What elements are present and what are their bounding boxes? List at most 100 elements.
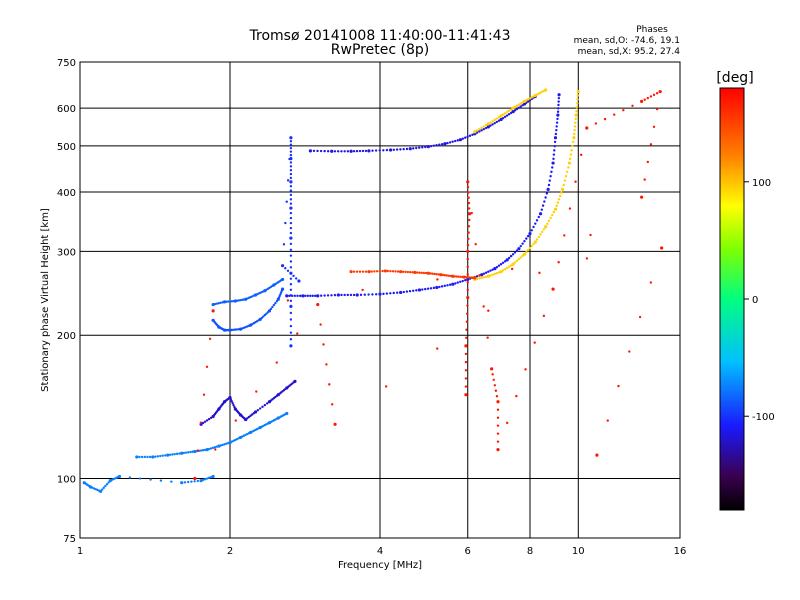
data-point (325, 363, 327, 365)
data-point (290, 194, 292, 196)
data-point (466, 296, 469, 299)
data-point (292, 275, 294, 277)
data-point (446, 142, 448, 144)
data-point (285, 294, 288, 297)
data-point (570, 153, 572, 155)
data-point (480, 129, 482, 131)
data-point (550, 171, 552, 173)
data-point (365, 270, 367, 272)
x-tick-label: 1 (77, 546, 83, 557)
data-point (465, 385, 467, 387)
data-point (257, 409, 259, 411)
x-tick-label: 2 (227, 546, 233, 557)
data-point (564, 179, 566, 181)
data-point (343, 294, 345, 296)
data-point (566, 171, 568, 173)
data-point (290, 232, 292, 234)
data-point (385, 385, 387, 387)
data-point (360, 294, 362, 296)
data-point (202, 422, 204, 424)
data-point (557, 93, 560, 96)
data-point (549, 179, 551, 181)
data-point (381, 270, 383, 272)
colorbar (720, 88, 744, 510)
data-point (197, 480, 199, 482)
data-point (497, 440, 499, 442)
data-point (556, 114, 559, 117)
data-point (323, 294, 325, 296)
x-tick-label: 16 (674, 546, 687, 557)
data-point (543, 315, 545, 317)
data-point (478, 128, 480, 130)
data-point (106, 483, 108, 485)
data-point (613, 113, 615, 115)
data-point (212, 309, 215, 312)
data-point (506, 422, 508, 424)
data-point (546, 223, 548, 225)
data-point (389, 292, 391, 294)
data-point (154, 455, 156, 457)
data-point (514, 251, 516, 253)
data-point (288, 158, 290, 160)
data-point (415, 147, 417, 149)
data-point (555, 129, 557, 131)
data-point (464, 393, 467, 396)
data-point (510, 255, 512, 257)
data-point (270, 308, 272, 310)
data-point (572, 136, 575, 139)
data-point (467, 186, 469, 188)
data-point (454, 140, 456, 142)
data-point (525, 251, 527, 253)
data-point (574, 125, 576, 127)
data-point (557, 107, 559, 109)
data-point (518, 258, 520, 260)
data-point (281, 288, 284, 291)
data-point (379, 149, 381, 151)
data-point (271, 306, 273, 308)
data-point (316, 294, 319, 297)
data-point (370, 270, 372, 272)
data-point (393, 149, 395, 151)
data-point (531, 245, 533, 247)
data-point (511, 268, 513, 270)
data-point (586, 257, 588, 259)
data-point (466, 250, 469, 253)
data-point (294, 295, 296, 297)
data-point (628, 350, 630, 352)
data-point (290, 260, 292, 262)
data-point (293, 380, 296, 383)
data-point (378, 293, 381, 296)
data-point (496, 272, 498, 274)
data-point (334, 150, 336, 152)
data-point (361, 289, 363, 291)
data-point (290, 294, 292, 296)
data-point (478, 130, 480, 132)
data-point (644, 178, 646, 180)
data-point (457, 281, 459, 283)
data-point (486, 336, 488, 338)
data-point (483, 125, 485, 127)
data-point (290, 185, 292, 187)
data-point (371, 150, 373, 152)
data-point (465, 353, 467, 355)
data-point (520, 245, 522, 247)
data-point (138, 456, 140, 458)
data-point (569, 158, 571, 160)
data-point (496, 121, 498, 123)
data-point (416, 271, 418, 273)
data-point (466, 320, 468, 322)
data-point (640, 100, 643, 103)
y-axis-label: Stationary phase Virtual Height [km] (40, 208, 51, 392)
data-point (436, 278, 438, 280)
data-point (350, 270, 353, 273)
data-point (389, 270, 391, 272)
data-point (446, 284, 448, 286)
data-point (543, 228, 545, 230)
data-point (468, 202, 470, 204)
data-point (304, 295, 306, 297)
data-point (469, 135, 471, 137)
data-point (433, 144, 435, 146)
data-point (617, 385, 619, 387)
data-point (284, 222, 286, 224)
data-point (330, 150, 333, 153)
